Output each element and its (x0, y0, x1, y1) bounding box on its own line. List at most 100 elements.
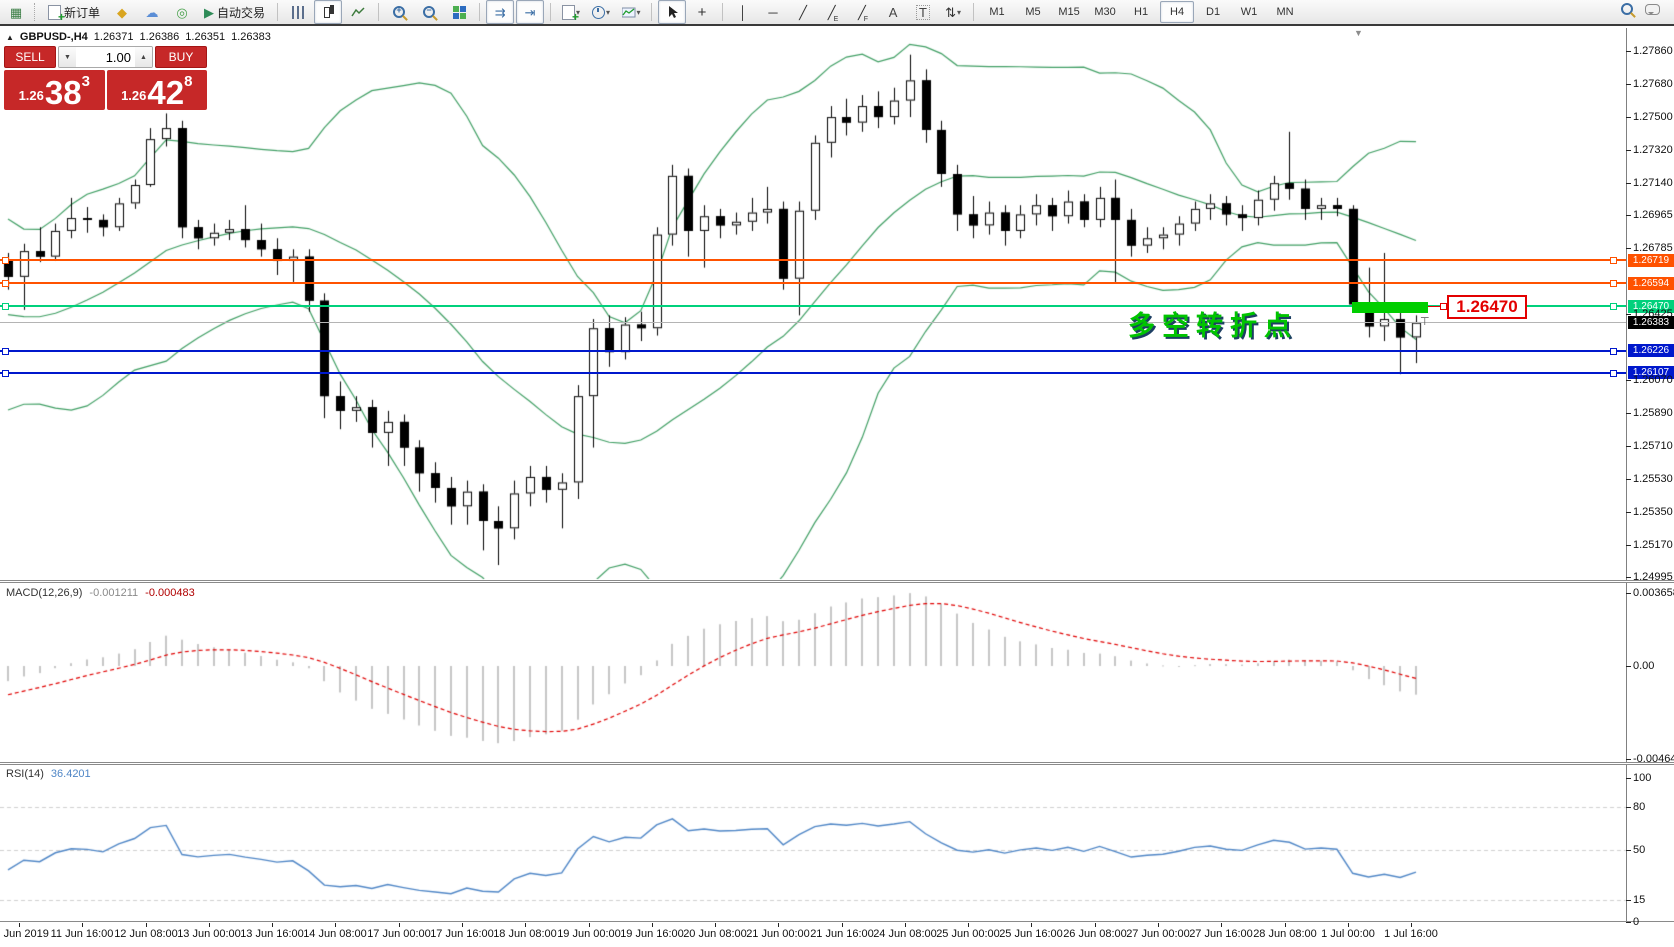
horizontal-line-1.26719[interactable] (0, 257, 1626, 265)
search-icon[interactable] (1621, 3, 1633, 15)
label-tool-button[interactable]: T (909, 0, 937, 24)
periods-dropdown[interactable]: ▾ (587, 0, 615, 24)
toolbar-right-icons (1621, 3, 1660, 15)
horizontal-line-1.26470[interactable] (0, 303, 1626, 311)
axis-tick-label: 1.27500 (1633, 111, 1673, 123)
signal-icon: ◎ (176, 4, 188, 20)
timeframe-m30[interactable]: M30 (1094, 6, 1116, 18)
sell-price-sup: 3 (81, 73, 90, 90)
channel-button[interactable]: ╱ E (819, 0, 847, 24)
timeframe-m5[interactable]: M5 (1025, 6, 1041, 18)
time-tick (19, 923, 20, 927)
axis-tick-label: 1.25350 (1633, 506, 1673, 518)
time-tick (968, 923, 969, 927)
volume-decrease-button[interactable]: ▼ (59, 47, 76, 67)
buy-price-quote[interactable]: 1.26 42 8 (106, 70, 207, 110)
new-chart-dropdown[interactable]: ▾ (557, 0, 585, 24)
volume-input[interactable] (76, 47, 135, 67)
timeframe-m15[interactable]: M15 (1058, 6, 1080, 18)
fibonacci-icon: ╱ (857, 4, 866, 20)
macd-label-row: MACD(12,26,9) -0.001211 -0.000483 (6, 587, 195, 599)
arrows-dropdown[interactable]: ⇅ ▾ (939, 0, 967, 24)
timeframe-h4[interactable]: H4 (1160, 1, 1195, 23)
sell-price-quote[interactable]: 1.26 38 3 (4, 70, 105, 110)
time-tick (905, 923, 906, 927)
axis-tick (1626, 666, 1631, 667)
time-label: 24 Jun 08:00 (873, 928, 937, 940)
time-tick (589, 923, 590, 927)
axis-tick-label: 1.25710 (1633, 440, 1673, 452)
rsi-label-row: RSI(14) 36.4201 (6, 768, 91, 780)
time-tick (1411, 923, 1412, 927)
time-tick (652, 923, 653, 927)
channel-letter: E (833, 16, 839, 23)
signals-button[interactable]: ◎ (168, 0, 196, 24)
community-button[interactable]: ☁ (138, 0, 166, 24)
cursor-icon (668, 6, 678, 18)
chart-shift-button[interactable]: ⇥ (516, 0, 545, 24)
axis-tick (1626, 314, 1631, 315)
axis-tick-label: 1.27860 (1633, 45, 1673, 57)
buy-button[interactable]: BUY (155, 46, 207, 68)
fibonacci-button[interactable]: ╱ F (849, 0, 877, 24)
collapse-panel-arrow[interactable]: ▲ (6, 32, 14, 42)
time-tick (1158, 923, 1159, 927)
indicators-dropdown[interactable]: ▾ (617, 0, 645, 24)
zoom-in-button[interactable] (385, 0, 413, 24)
turning-point-rectangle[interactable] (1352, 302, 1428, 313)
cloud-user-icon: ☁ (145, 4, 159, 20)
chart-shift-icon: ⇥ (524, 4, 536, 20)
zoom-in-icon (393, 5, 406, 18)
time-label: 25 Jun 16:00 (999, 928, 1063, 940)
timeframe-h1[interactable]: H1 (1134, 6, 1149, 18)
tile-windows-button[interactable] (445, 0, 473, 24)
cursor-button[interactable] (658, 0, 687, 24)
line-chart-button[interactable] (344, 0, 372, 24)
zoom-out-button[interactable] (415, 0, 443, 24)
axis-tick (1626, 593, 1631, 594)
timeframe-mn[interactable]: MN (1276, 6, 1294, 18)
auto-scroll-icon: ⇉ (494, 4, 506, 20)
sell-button[interactable]: SELL (4, 46, 56, 68)
symbol-period-label: GBPUSD-,H4 (19, 31, 88, 43)
bar-chart-button[interactable] (284, 0, 312, 24)
candlestick-button[interactable] (314, 0, 343, 24)
chart-shift-marker[interactable]: ▼ (1354, 28, 1363, 38)
new-order-button[interactable]: 新订单 (42, 0, 106, 24)
text-tool-button[interactable]: A (879, 0, 907, 24)
line-anchor-square (1610, 257, 1617, 265)
current-price-line (0, 322, 1626, 324)
horizontal-line-1.26226[interactable] (0, 347, 1626, 355)
axis-tick (1626, 807, 1631, 808)
horizontal-line-1.26594[interactable] (0, 280, 1626, 288)
volume-increase-button[interactable]: ▲ (135, 47, 152, 67)
trendline-button[interactable]: ╱ (789, 0, 817, 24)
channel-icon: ╱ (827, 4, 836, 20)
time-label: 18 Jun 08:00 (493, 928, 557, 940)
horizontal-line-button[interactable]: ─ (759, 0, 787, 24)
axis-tick (1626, 51, 1631, 52)
auto-scroll-button[interactable]: ⇉ (486, 0, 515, 24)
timeframe-m1[interactable]: M1 (989, 6, 1005, 18)
price-tag-label[interactable]: 1.26470 (1447, 295, 1527, 319)
vertical-line-button[interactable]: │ (729, 0, 757, 24)
tile-windows-icon (452, 5, 466, 19)
sell-price-prefix: 1.26 (18, 88, 44, 103)
time-tick (209, 923, 210, 927)
crosshair-button[interactable]: + (688, 0, 716, 24)
timeframe-d1[interactable]: D1 (1206, 6, 1221, 18)
horizontal-line-icon: ─ (768, 4, 778, 20)
macd-pane-separator[interactable] (0, 580, 1674, 583)
turning-point-text[interactable]: 多空转折点 (1128, 311, 1298, 341)
autotrading-button[interactable]: ▶ 自动交易 (198, 0, 271, 24)
position-marker: ⊤ (1420, 316, 1430, 328)
metaeditor-button[interactable]: ◆ (108, 0, 136, 24)
horizontal-line-1.26107[interactable] (0, 369, 1626, 377)
axis-tick-label: 1.26070 (1633, 374, 1673, 386)
rsi-pane-separator[interactable] (0, 762, 1674, 765)
chat-icon[interactable] (1645, 3, 1660, 15)
timeframe-w1[interactable]: W1 (1240, 6, 1258, 18)
axis-tick (1626, 577, 1631, 578)
axis-tick (1626, 380, 1631, 381)
